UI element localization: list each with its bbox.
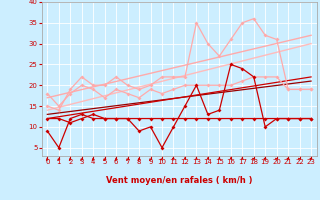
X-axis label: Vent moyen/en rafales ( km/h ): Vent moyen/en rafales ( km/h ) — [106, 176, 252, 185]
